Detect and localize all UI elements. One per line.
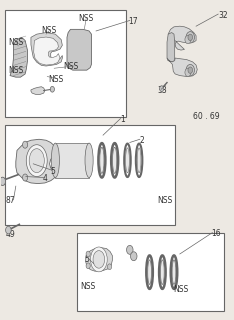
Circle shape <box>186 32 194 43</box>
Circle shape <box>160 86 164 92</box>
Ellipse shape <box>91 247 107 272</box>
Text: NSS: NSS <box>48 75 64 84</box>
Text: 49: 49 <box>6 230 16 239</box>
Text: 87: 87 <box>6 196 15 205</box>
Ellipse shape <box>100 147 104 173</box>
Ellipse shape <box>51 143 59 178</box>
Text: 1: 1 <box>121 115 125 124</box>
Ellipse shape <box>26 145 47 177</box>
Ellipse shape <box>113 147 117 173</box>
Polygon shape <box>31 33 62 66</box>
Polygon shape <box>167 33 175 62</box>
Bar <box>5 10 126 117</box>
Circle shape <box>131 252 137 261</box>
Bar <box>55 143 89 178</box>
Ellipse shape <box>85 143 93 178</box>
Text: 17: 17 <box>128 17 138 26</box>
Ellipse shape <box>148 260 151 284</box>
Text: 4: 4 <box>43 174 48 183</box>
Circle shape <box>127 245 133 254</box>
Text: NSS: NSS <box>8 66 23 75</box>
Text: NSS: NSS <box>80 282 95 291</box>
Text: NSS: NSS <box>157 196 172 205</box>
Ellipse shape <box>93 251 105 268</box>
Circle shape <box>22 174 28 181</box>
Text: NSS: NSS <box>41 27 57 36</box>
Text: NSS: NSS <box>78 14 93 23</box>
Circle shape <box>188 67 193 73</box>
Circle shape <box>185 36 191 44</box>
Circle shape <box>86 251 90 257</box>
Text: NSS: NSS <box>173 285 189 294</box>
Text: NSS: NSS <box>63 62 79 71</box>
Ellipse shape <box>126 148 129 173</box>
Ellipse shape <box>137 148 141 173</box>
Text: 32: 32 <box>218 11 228 20</box>
Polygon shape <box>167 58 197 76</box>
Text: 16: 16 <box>211 229 221 238</box>
Circle shape <box>6 226 11 234</box>
Ellipse shape <box>29 149 44 172</box>
Polygon shape <box>67 29 91 70</box>
Text: 2: 2 <box>139 136 144 145</box>
Circle shape <box>186 64 194 76</box>
Polygon shape <box>31 87 45 94</box>
Text: 60 . 69: 60 . 69 <box>193 112 220 121</box>
Ellipse shape <box>161 260 164 284</box>
Bar <box>5 125 175 225</box>
Polygon shape <box>86 248 112 271</box>
Text: 33: 33 <box>158 86 168 95</box>
Text: 5: 5 <box>84 255 89 264</box>
Circle shape <box>0 177 6 186</box>
Circle shape <box>107 264 112 270</box>
Circle shape <box>22 141 28 148</box>
Text: 5: 5 <box>50 167 55 176</box>
Polygon shape <box>34 37 60 65</box>
Polygon shape <box>10 37 27 77</box>
Circle shape <box>188 34 193 41</box>
Polygon shape <box>16 139 55 184</box>
Text: NSS: NSS <box>8 38 23 47</box>
Circle shape <box>86 263 90 269</box>
Circle shape <box>185 68 191 76</box>
Bar <box>77 233 224 311</box>
Circle shape <box>50 86 55 92</box>
Ellipse shape <box>172 260 176 284</box>
Polygon shape <box>168 26 196 50</box>
